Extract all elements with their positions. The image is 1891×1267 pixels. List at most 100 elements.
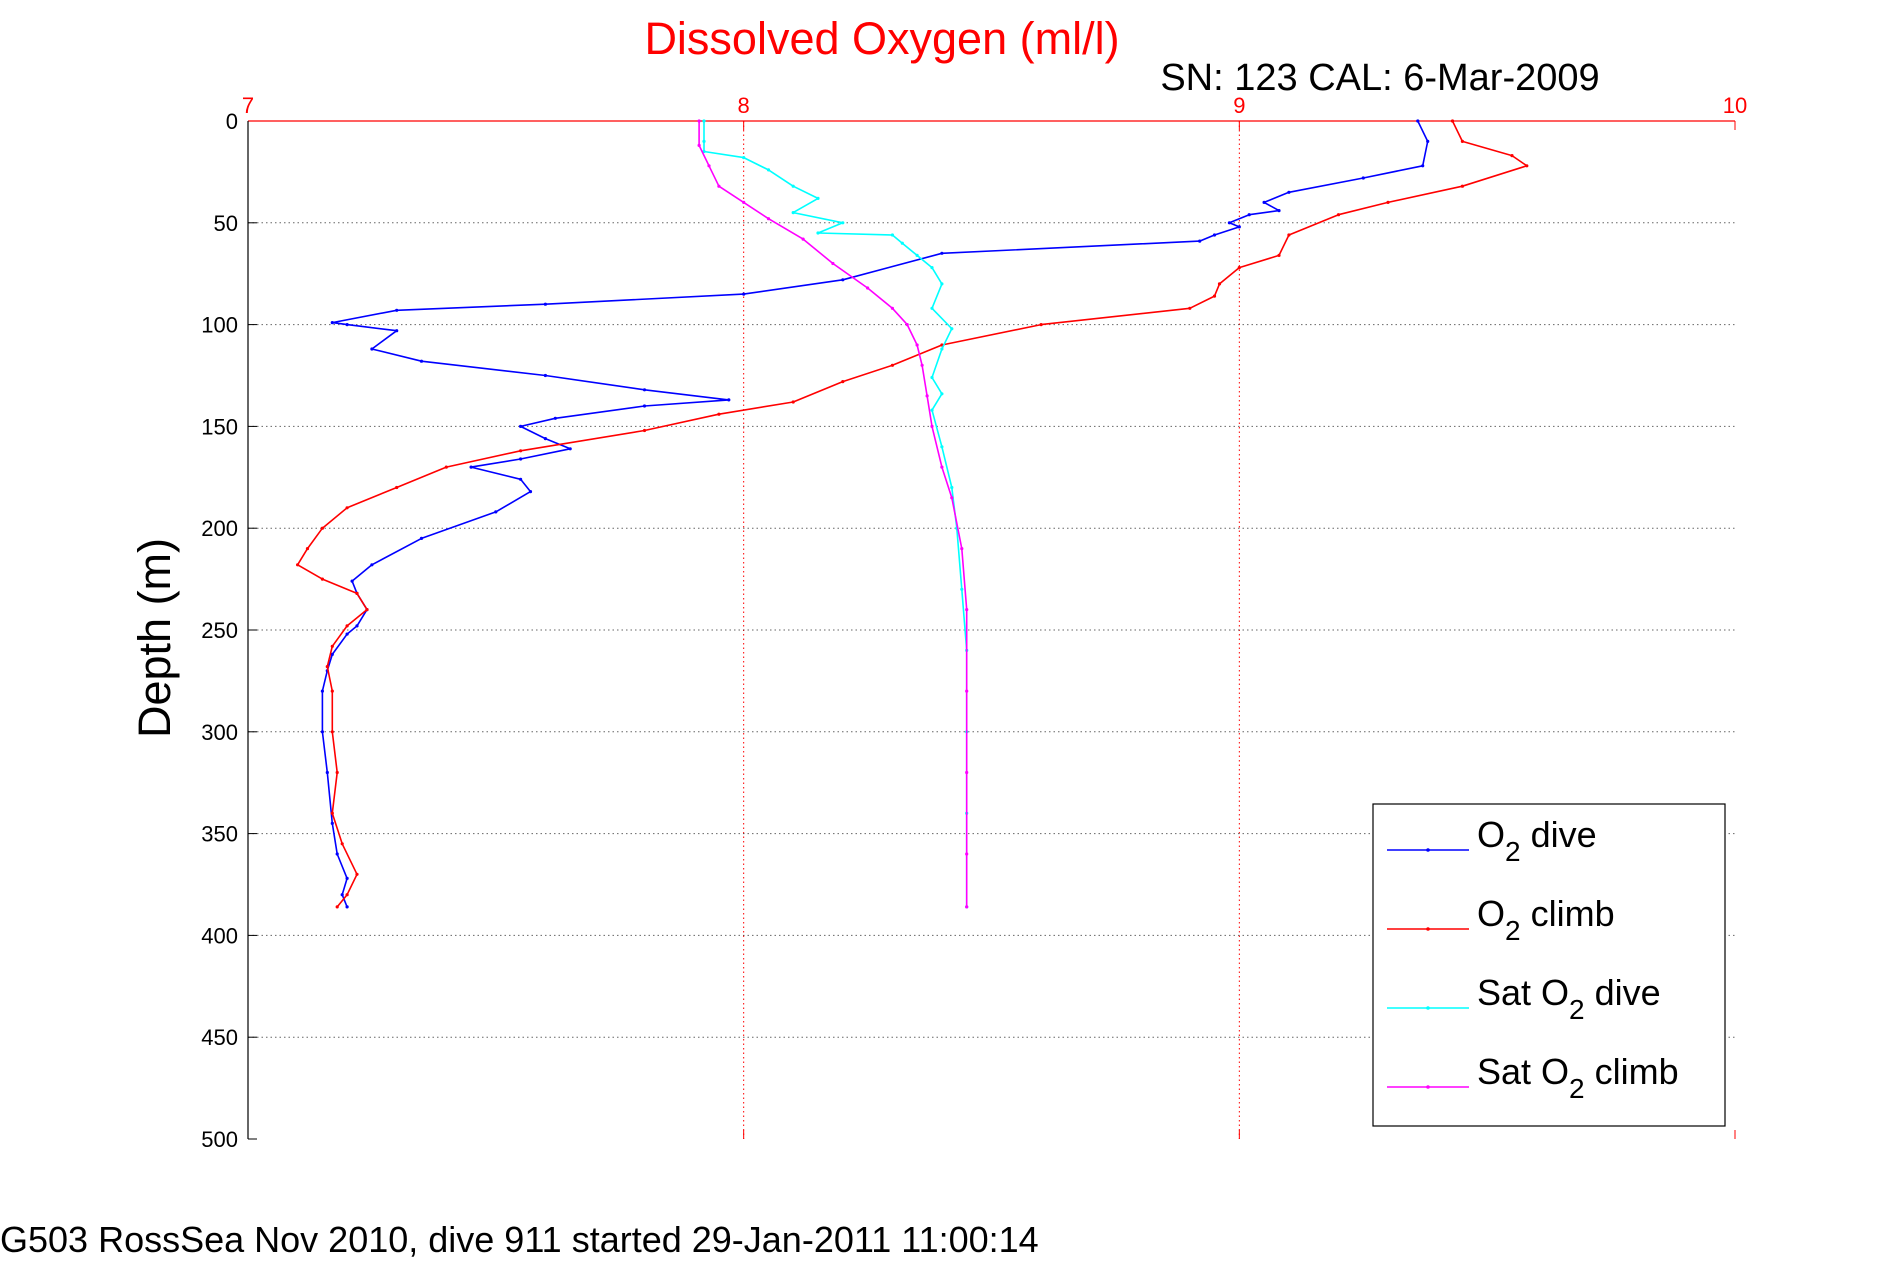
data-point-o2-dive: [330, 821, 334, 826]
data-point-o2-dive: [841, 278, 845, 282]
x-tick-label: 10: [1723, 93, 1747, 118]
data-point-o2-dive: [419, 359, 424, 363]
data-point-o2-dive: [1416, 119, 1420, 123]
data-point-o2-dive: [345, 632, 349, 636]
data-point-o2-climb: [1277, 253, 1281, 257]
y-tick-label: 450: [201, 1025, 238, 1050]
data-point-o2-climb: [1525, 164, 1529, 168]
data-point-sat-o2-climb: [717, 184, 721, 188]
data-point-sat-o2-dive: [702, 119, 706, 123]
legend-box: [1372, 803, 1726, 1127]
data-point-o2-dive: [519, 477, 523, 481]
data-point-sat-o2-dive: [930, 266, 934, 270]
y-tick-label: 0: [226, 109, 238, 134]
data-point-o2-dive: [1237, 225, 1241, 229]
data-point-o2-dive: [1421, 164, 1425, 168]
data-point-sat-o2-climb: [965, 852, 969, 856]
legend-label-sat-o2-dive: Sat O2 dive: [1477, 972, 1661, 1025]
y-tick-label: 350: [201, 822, 238, 847]
y-tick-label: 50: [214, 211, 238, 236]
data-point-o2-dive: [395, 308, 399, 312]
y-tick-label: 400: [201, 923, 238, 948]
data-point-sat-o2-dive: [940, 282, 944, 286]
data-point-sat-o2-dive: [930, 375, 934, 380]
data-point-o2-dive: [568, 447, 572, 451]
data-point-o2-dive: [320, 689, 324, 693]
data-point-sat-o2-climb: [930, 424, 934, 428]
data-point-o2-climb: [841, 380, 845, 384]
data-point-o2-climb: [330, 644, 334, 648]
data-point-o2-dive: [642, 388, 647, 392]
data-point-sat-o2-dive: [742, 156, 746, 160]
data-point-sat-o2-dive: [816, 196, 820, 200]
data-point-o2-climb: [330, 730, 334, 734]
data-point-o2-climb: [395, 485, 399, 490]
data-point-o2-dive: [494, 510, 498, 514]
data-point-o2-dive: [1227, 221, 1231, 225]
data-point-o2-dive: [742, 292, 746, 296]
data-point-o2-climb: [345, 893, 349, 897]
data-point-o2-climb: [890, 363, 895, 367]
data-point-sat-o2-climb: [920, 363, 924, 367]
data-point-o2-climb: [320, 526, 324, 530]
chart-subtitle: SN: 123 CAL: 6-Mar-2009: [1160, 57, 1599, 99]
data-point-o2-dive: [940, 251, 944, 255]
data-point-o2-dive: [370, 347, 374, 351]
data-point-sat-o2-dive: [766, 168, 771, 172]
legend-marker-sat-o2-dive: [1426, 1006, 1430, 1010]
data-point-o2-dive: [528, 490, 533, 494]
data-point-o2-climb: [1336, 213, 1341, 217]
legend-label-o2-dive: O2 dive: [1477, 814, 1597, 867]
data-point-o2-climb: [330, 689, 334, 693]
legend-marker-sat-o2-climb: [1426, 1085, 1430, 1089]
data-point-o2-dive: [335, 852, 339, 856]
data-point-o2-climb: [1237, 266, 1241, 270]
data-point-o2-dive: [1262, 200, 1266, 204]
data-point-sat-o2-dive: [915, 253, 919, 257]
data-point-o2-dive: [395, 329, 399, 333]
legend-label-sat-o2-climb: Sat O2 climb: [1477, 1051, 1679, 1104]
data-point-o2-climb: [330, 811, 334, 815]
data-point-sat-o2-climb: [801, 237, 805, 241]
data-point-sat-o2-climb: [925, 394, 929, 398]
data-point-o2-climb: [1450, 119, 1455, 123]
series-line-o2-dive: [321, 120, 1429, 908]
data-point-o2-climb: [1217, 282, 1222, 286]
data-point-o2-climb: [642, 428, 647, 433]
data-point-sat-o2-dive: [702, 139, 706, 143]
data-point-o2-dive: [543, 302, 548, 306]
data-point-sat-o2-dive: [950, 327, 954, 331]
data-point-sat-o2-climb: [915, 343, 919, 347]
data-point-o2-climb: [1386, 200, 1390, 204]
data-point-o2-dive: [1361, 176, 1365, 180]
y-tick-label: 300: [201, 720, 238, 745]
data-point-o2-dive: [340, 893, 344, 897]
data-point-o2-climb: [519, 449, 523, 453]
data-point-sat-o2-climb: [940, 465, 944, 469]
data-point-o2-dive: [345, 323, 349, 327]
data-point-sat-o2-climb: [965, 608, 969, 612]
data-point-o2-dive: [727, 398, 731, 402]
data-point-o2-dive: [469, 465, 473, 469]
data-point-o2-dive: [350, 579, 354, 583]
data-point-o2-dive: [1426, 139, 1430, 143]
data-point-o2-climb: [355, 872, 359, 876]
data-point-o2-dive: [1277, 209, 1281, 213]
data-point-o2-dive: [1247, 213, 1251, 217]
data-point-o2-climb: [1188, 306, 1192, 310]
y-axis-label: Depth (m): [129, 538, 180, 738]
data-point-o2-climb: [1460, 184, 1464, 188]
data-point-o2-dive: [519, 424, 523, 428]
data-point-o2-dive: [1212, 233, 1217, 237]
data-point-sat-o2-climb: [905, 323, 909, 327]
legend-marker-o2-dive: [1426, 848, 1430, 852]
data-point-o2-climb: [365, 608, 369, 612]
data-point-o2-climb: [335, 905, 339, 909]
data-point-o2-climb: [320, 577, 324, 581]
data-point-o2-dive: [1198, 239, 1202, 243]
data-point-sat-o2-dive: [841, 221, 845, 225]
chart-legend: O2 dive O2 climb Sat O2 dive Sat O2 climb: [1372, 803, 1726, 1127]
data-point-sat-o2-climb: [831, 261, 835, 266]
data-point-o2-climb: [335, 770, 339, 775]
